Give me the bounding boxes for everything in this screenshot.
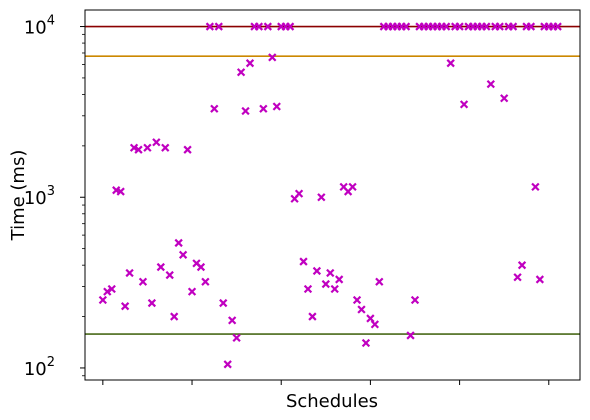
data-point (134, 145, 143, 154)
data-point (459, 100, 469, 109)
data-point (495, 22, 504, 31)
data-point (228, 316, 237, 325)
data-point (285, 22, 295, 31)
data-point (103, 287, 112, 296)
data-point (138, 277, 148, 286)
data-point (482, 22, 491, 31)
data-point (245, 59, 255, 68)
data-point (125, 268, 134, 278)
data-point (517, 261, 527, 270)
data-point (183, 145, 192, 154)
data-point (107, 284, 116, 294)
data-point (156, 262, 165, 272)
data-point (254, 22, 264, 31)
data-point (219, 298, 228, 308)
data-point (410, 295, 420, 305)
data-point (531, 182, 540, 192)
data-point (508, 22, 518, 31)
y-axis-label: Time (ms) (8, 150, 29, 242)
data-point (370, 320, 380, 329)
data-point (348, 182, 357, 192)
data-point (317, 193, 326, 202)
data-point (553, 22, 562, 31)
data-point (526, 22, 536, 31)
data-point (335, 275, 344, 284)
data-point (174, 238, 183, 248)
data-point (152, 138, 161, 147)
y-tick-label: 102 (24, 355, 55, 380)
data-point (312, 266, 322, 276)
data-point (165, 270, 174, 280)
data-point (170, 312, 179, 321)
reference-lines (85, 25, 580, 335)
data-point (366, 314, 375, 323)
data-point (326, 268, 335, 278)
data-point (263, 22, 272, 31)
data-point (321, 279, 330, 289)
plot-frame (84, 9, 581, 381)
data-point (116, 187, 125, 196)
data-point (232, 333, 241, 343)
y-tick-label: 104 (24, 14, 55, 39)
data-point (442, 22, 451, 31)
data-point (406, 331, 415, 340)
data-point (187, 287, 197, 296)
data-point (455, 22, 464, 31)
data-point (147, 298, 157, 308)
data-point (196, 262, 206, 272)
data-point (210, 104, 219, 113)
data-point (236, 68, 246, 77)
x-axis-label: Schedules (286, 391, 378, 412)
data-point (259, 104, 268, 113)
data-point (352, 295, 362, 305)
data-point (143, 143, 152, 152)
data-point (294, 189, 304, 198)
data-point (272, 102, 281, 111)
data-point (205, 22, 215, 31)
data-points (98, 22, 562, 369)
data-point (375, 277, 384, 286)
data-point (535, 275, 545, 284)
data-point (500, 94, 509, 103)
data-point (223, 360, 232, 369)
data-point (268, 53, 277, 62)
data-point (513, 273, 522, 282)
data-point (120, 302, 130, 311)
data-point (308, 312, 317, 321)
x-axis-ticks (102, 380, 550, 385)
data-point (330, 284, 339, 294)
data-point (486, 79, 495, 89)
data-point (98, 295, 107, 305)
data-point (178, 250, 188, 259)
data-point (161, 143, 170, 152)
data-point (299, 257, 308, 266)
data-point (303, 284, 313, 294)
data-point (446, 59, 455, 68)
data-point (401, 22, 411, 31)
data-point (201, 277, 210, 286)
data-point (214, 22, 223, 31)
data-point (357, 305, 366, 314)
data-point (241, 106, 250, 116)
data-point (361, 338, 371, 348)
